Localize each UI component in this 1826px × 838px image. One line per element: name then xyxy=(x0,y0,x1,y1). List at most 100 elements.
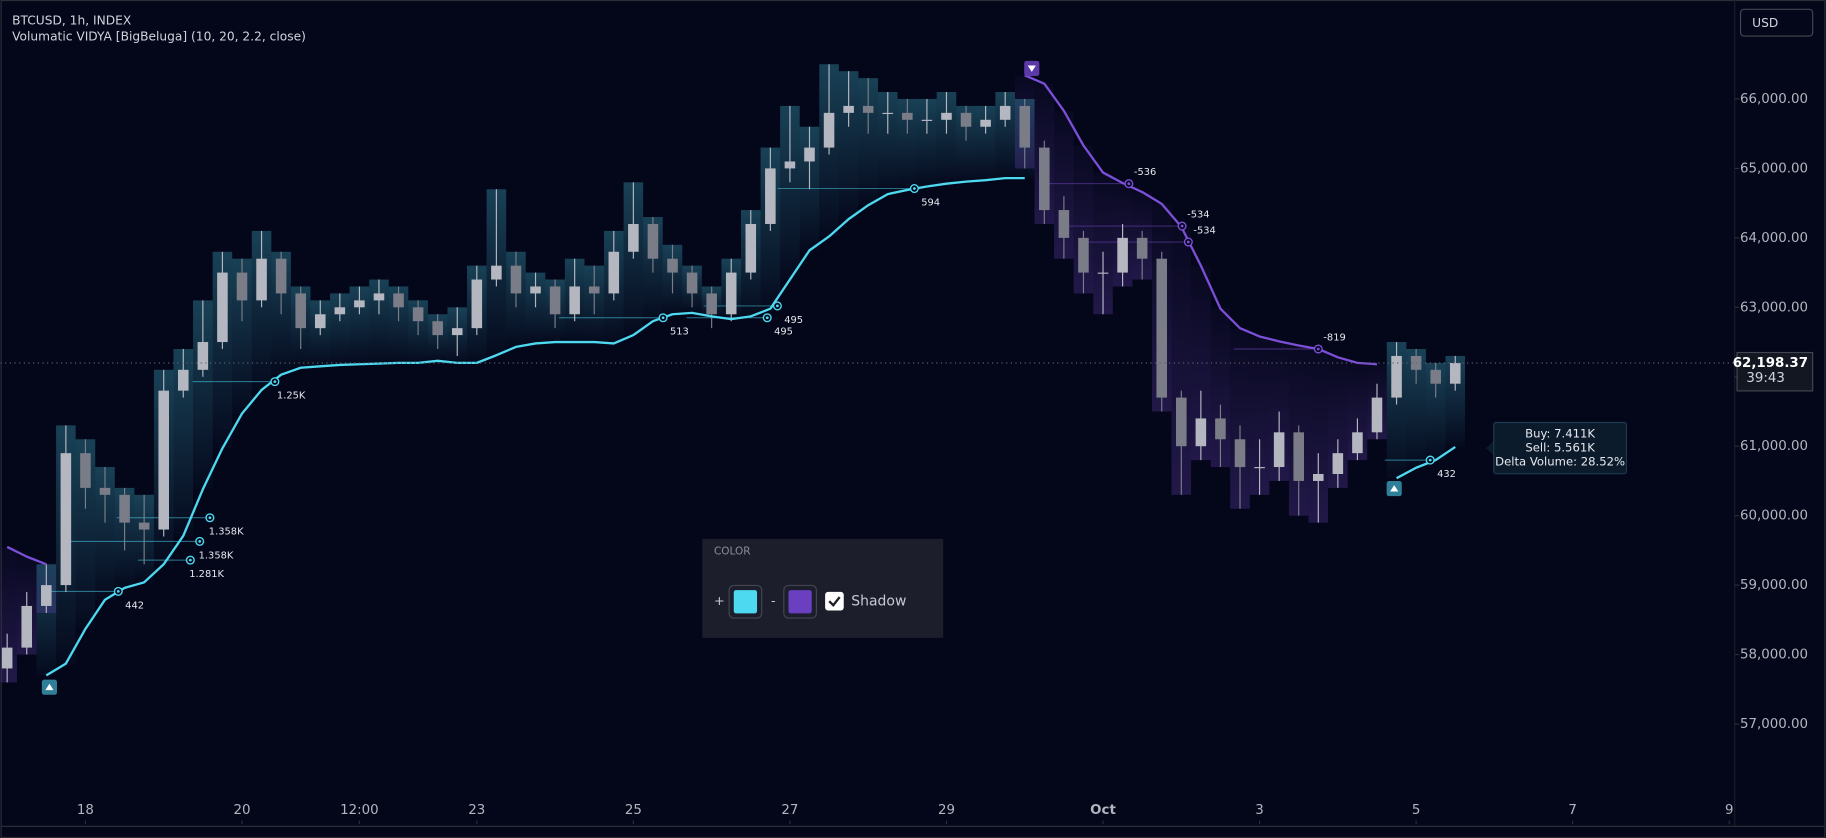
volume-label: -534 xyxy=(1193,225,1215,236)
x-tick-label: 3 xyxy=(1255,803,1264,818)
candle-body xyxy=(1039,147,1050,211)
candle-body xyxy=(510,265,522,294)
candle-body xyxy=(275,258,287,294)
candle-body xyxy=(197,342,209,370)
buy-text: Buy: 7.411K xyxy=(1525,427,1595,441)
candle-body xyxy=(236,272,248,301)
checkbox-box[interactable] xyxy=(825,591,844,611)
candle-body xyxy=(60,453,72,586)
currency-button[interactable] xyxy=(1739,8,1814,37)
currency-label[interactable]: USD xyxy=(1752,16,1778,30)
candle-body xyxy=(765,168,776,224)
shadow xyxy=(1406,348,1426,468)
y-tick-label: 59,000.00 xyxy=(1740,578,1808,593)
candle-body xyxy=(784,161,796,169)
x-tick-label: 27 xyxy=(781,803,798,818)
candle-body xyxy=(1078,237,1089,273)
shadow xyxy=(1425,362,1446,461)
up-color-swatch[interactable] xyxy=(733,590,758,614)
candle-body xyxy=(393,293,404,308)
x-tick-label: 7 xyxy=(1568,803,1577,818)
candle-body xyxy=(686,272,698,294)
level-dot xyxy=(661,316,665,320)
candle-body xyxy=(980,119,991,127)
candle-body xyxy=(21,605,33,648)
shadow xyxy=(877,92,898,195)
volume-label: -534 xyxy=(1187,209,1209,220)
level-dot xyxy=(116,589,120,593)
candle-body xyxy=(217,272,228,343)
candle-body xyxy=(295,293,306,329)
candle-body xyxy=(1254,467,1265,469)
y-tick-label: 64,000.00 xyxy=(1740,231,1808,246)
candle-body xyxy=(843,105,854,113)
candle-body xyxy=(491,265,502,280)
y-tick-label: 65,000.00 xyxy=(1740,161,1808,176)
level-dot xyxy=(1180,224,1184,228)
level-dot xyxy=(198,539,202,543)
shadow-label[interactable]: Shadow xyxy=(851,594,906,610)
level-dot xyxy=(765,316,769,320)
candle-body xyxy=(1176,397,1187,447)
info-pointer xyxy=(1485,441,1494,456)
candle-body xyxy=(41,585,52,606)
candle-body xyxy=(628,223,639,252)
volume-label: 432 xyxy=(1437,469,1456,480)
candle-body xyxy=(334,307,346,315)
level-dot xyxy=(912,187,916,190)
candle-body xyxy=(608,251,620,294)
volume-label: 495 xyxy=(784,315,803,326)
x-tick-label: 29 xyxy=(938,803,955,818)
signal-arrow xyxy=(1390,485,1399,492)
level-dot xyxy=(1428,458,1432,462)
shadow xyxy=(780,105,800,280)
down-color-swatch[interactable] xyxy=(788,590,812,614)
countdown-label: 39:43 xyxy=(1746,371,1785,386)
candle-body xyxy=(1,647,13,669)
volume-label: -536 xyxy=(1134,167,1156,178)
settings-popup: COLOR + - Shadow xyxy=(702,538,944,638)
candle-body xyxy=(99,487,111,495)
candle-body xyxy=(1449,362,1461,384)
candle-body xyxy=(1391,355,1402,398)
candle-body xyxy=(256,258,267,301)
candle-body xyxy=(314,314,326,329)
volume-label: -819 xyxy=(1323,332,1345,343)
candle-body xyxy=(1371,397,1383,433)
candle-body xyxy=(373,293,385,301)
candle-body xyxy=(569,286,580,315)
shadow xyxy=(369,279,389,364)
candle-body xyxy=(706,293,717,315)
minus-sign: - xyxy=(771,594,776,609)
candle-body xyxy=(354,300,365,308)
candle-body xyxy=(1019,105,1031,148)
popup-title: COLOR xyxy=(714,546,751,558)
candle-body xyxy=(1215,418,1226,440)
candle-body xyxy=(471,279,483,329)
vidya-line xyxy=(45,176,1456,677)
candle-body xyxy=(1293,432,1304,481)
candle-body xyxy=(138,522,150,530)
level-dot xyxy=(1127,182,1131,186)
level-dot xyxy=(273,380,277,384)
volume-label: 594 xyxy=(921,198,940,209)
candle-body xyxy=(549,286,561,315)
candle-body xyxy=(667,258,678,273)
candle-body xyxy=(1332,453,1344,474)
volume-label: 1.358K xyxy=(199,550,234,561)
candle-body xyxy=(1430,369,1441,384)
checkbox-tick[interactable] xyxy=(828,596,841,607)
candle-body xyxy=(1097,272,1109,274)
candle-body xyxy=(432,321,443,336)
delta-text: Delta Volume: 28.52% xyxy=(1495,455,1625,469)
shadow xyxy=(1191,265,1211,461)
shadow-checkbox[interactable] xyxy=(825,591,844,611)
candle-body xyxy=(1117,237,1128,273)
volume-label: 442 xyxy=(125,600,144,611)
y-tick-label: 57,000.00 xyxy=(1740,717,1808,732)
candle-body xyxy=(178,369,189,391)
volume-label: 513 xyxy=(670,327,689,338)
candle-body xyxy=(1234,439,1246,468)
shadow xyxy=(1093,172,1113,315)
